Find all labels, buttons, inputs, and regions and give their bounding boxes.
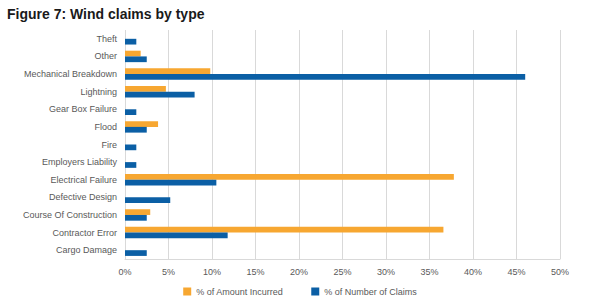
svg-text:45%: 45% <box>507 267 525 277</box>
svg-text:25%: 25% <box>333 267 351 277</box>
svg-text:35%: 35% <box>420 267 438 277</box>
svg-text:Course Of Construction: Course Of Construction <box>23 210 117 220</box>
svg-text:% of Number of Claims: % of Number of Claims <box>324 287 417 297</box>
svg-text:0%: 0% <box>118 267 131 277</box>
svg-text:15%: 15% <box>246 267 264 277</box>
svg-text:5%: 5% <box>162 267 175 277</box>
svg-text:20%: 20% <box>290 267 308 277</box>
svg-text:Cargo Damage: Cargo Damage <box>56 245 117 255</box>
svg-text:Fire: Fire <box>102 140 118 150</box>
svg-text:Gear Box Failure: Gear Box Failure <box>49 104 117 114</box>
svg-text:Employers Liability: Employers Liability <box>42 157 118 167</box>
svg-text:Theft: Theft <box>96 34 117 44</box>
svg-text:% of Amount Incurred: % of Amount Incurred <box>196 287 283 297</box>
svg-text:Defective Design: Defective Design <box>49 192 117 202</box>
svg-text:Other: Other <box>94 51 117 61</box>
svg-text:10%: 10% <box>203 267 221 277</box>
svg-text:Mechanical Breakdown: Mechanical Breakdown <box>24 69 117 79</box>
svg-text:Figure 7: Wind claims by type: Figure 7: Wind claims by type <box>7 6 205 22</box>
svg-text:Lightning: Lightning <box>80 87 117 97</box>
svg-text:30%: 30% <box>377 267 395 277</box>
svg-text:50%: 50% <box>551 267 569 277</box>
svg-text:Electrical Failure: Electrical Failure <box>50 175 117 185</box>
svg-text:Flood: Flood <box>94 122 117 132</box>
svg-text:40%: 40% <box>464 267 482 277</box>
svg-text:Contractor Error: Contractor Error <box>52 228 117 238</box>
